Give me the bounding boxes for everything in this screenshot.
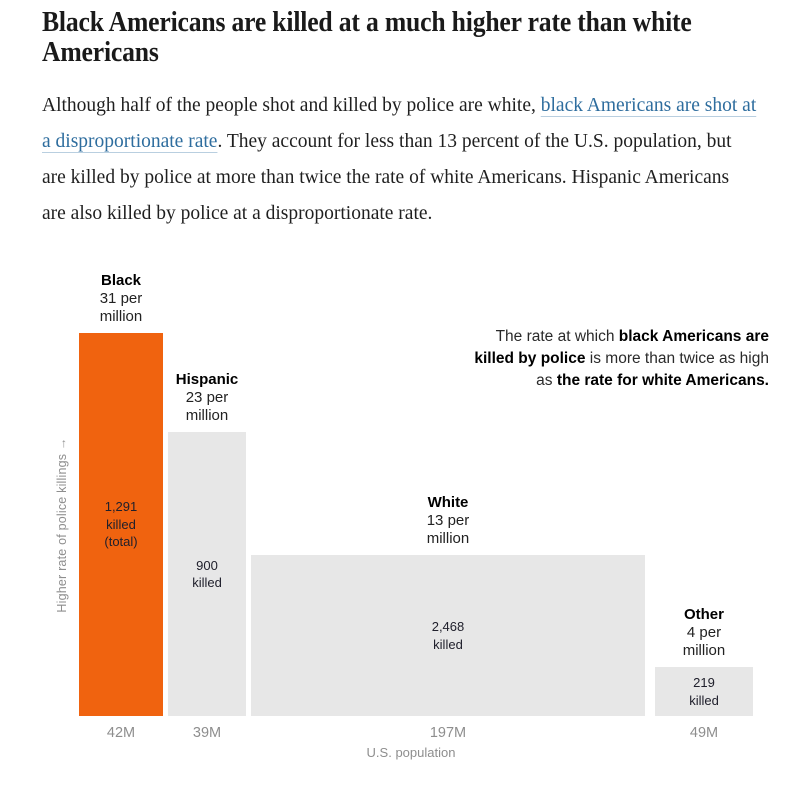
paragraph-text-post: . They account for less than 13 percent …	[42, 131, 732, 224]
bar-black: 1,291 killed (total)	[79, 333, 163, 716]
police-killings-chart: Higher rate of police killings → The rat…	[42, 270, 769, 764]
bar-white: 2,468 killed	[251, 555, 645, 716]
paragraph-text-pre: Although half of the people shot and kil…	[42, 95, 541, 116]
bar-category-label: Other 4 per million	[682, 606, 726, 659]
bar-hispanic: 900 killed	[168, 432, 246, 716]
bar-killed-label: 219 killed	[689, 675, 719, 708]
disproportionate-rate-link[interactable]: black Americans are shot at a disproport…	[42, 95, 757, 152]
bar-category-label: Hispanic 23 per million	[175, 371, 239, 424]
bar-killed-label: 1,291 killed (total)	[104, 499, 138, 550]
y-axis-label: Higher rate of police killings →	[55, 437, 69, 613]
annotation-line: as the rate for white Americans.	[536, 372, 769, 389]
annotation-line: The rate at which black Americans are	[495, 328, 769, 345]
population-label: 42M	[106, 725, 136, 741]
population-label: 39M	[192, 725, 222, 741]
bar-killed-label: 900 killed	[192, 557, 222, 591]
bar-category-label: Black 31 per million	[99, 272, 143, 325]
article: Black Americans are killed at a much hig…	[42, 8, 769, 764]
chart-annotation: The rate at which black Americans are kil…	[409, 326, 769, 392]
bar-category-label: White 13 per million	[426, 494, 470, 547]
population-label: 197M	[429, 725, 467, 741]
annotation-line: killed by police is more than twice as h…	[474, 350, 769, 367]
intro-paragraph: Although half of the people shot and kil…	[42, 88, 757, 232]
bar-other: 219 killed	[655, 667, 753, 716]
population-label: 49M	[689, 725, 719, 741]
bar-killed-label: 2,468 killed	[431, 619, 465, 652]
x-axis-title: U.S. population	[366, 745, 456, 760]
headline: Black Americans are killed at a much hig…	[42, 7, 692, 68]
